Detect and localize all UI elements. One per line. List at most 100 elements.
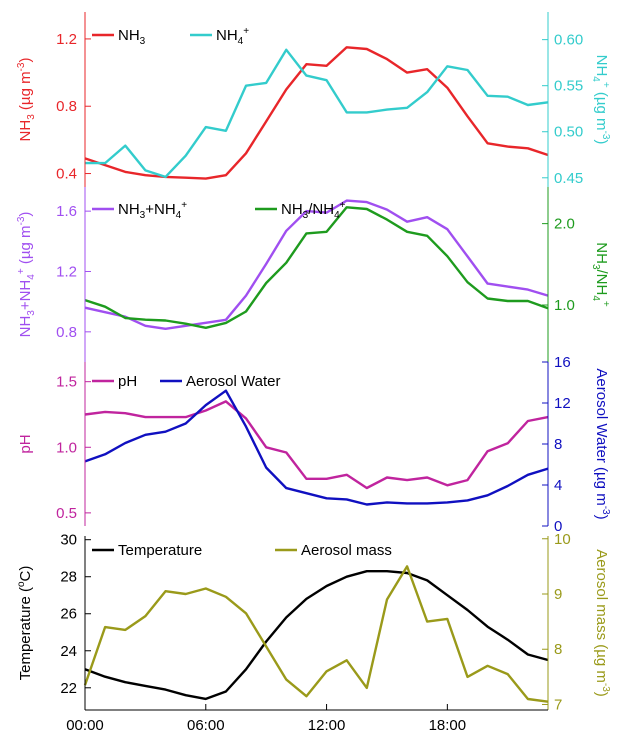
- legend-label: NH4+: [216, 26, 249, 47]
- left-axis-title-part: +: [16, 268, 27, 274]
- x-tick-label: 06:00: [187, 717, 225, 732]
- left-axis-title-part: 3: [26, 310, 37, 316]
- left-axis-title-part: Temperature (: [17, 587, 34, 680]
- legend-label: NH3: [118, 27, 146, 47]
- left-tick-label: 22: [60, 680, 77, 697]
- series-line-2: [84, 389, 549, 506]
- left-axis-title-part: +NH: [17, 280, 34, 310]
- left-axis-title-part: C): [17, 566, 34, 582]
- left-tick-label: 1.5: [56, 374, 77, 391]
- right-tick-label: 0.55: [554, 78, 583, 95]
- right-tick-label: 10: [554, 531, 571, 548]
- legend-label-part: +NH: [145, 201, 175, 218]
- right-axis-title: NH3/NH4+: [590, 242, 611, 307]
- left-axis-title-part: ): [17, 212, 34, 217]
- left-tick-label: 0.8: [56, 98, 77, 115]
- right-tick-label: 8: [554, 436, 562, 453]
- legend-label-part: NH: [118, 201, 140, 218]
- left-axis-title: pH: [17, 434, 34, 453]
- series-line-2: [84, 206, 549, 329]
- legend-label-part: NH: [216, 27, 238, 44]
- right-axis-title-part: -3: [600, 506, 611, 515]
- x-tick-label: 12:00: [308, 717, 346, 732]
- right-tick-label: 2.0: [554, 216, 575, 233]
- legend-label-part: 4: [334, 210, 340, 221]
- legend-label: Aerosol Water: [186, 373, 280, 390]
- right-axis-title-part: -3: [600, 683, 611, 692]
- legend-label: Aerosol mass: [301, 542, 392, 559]
- left-axis-title-part: NH: [17, 120, 34, 142]
- right-axis-title-part: Aerosol Water (µg m: [593, 368, 610, 505]
- left-axis-title-part: 4: [26, 274, 37, 280]
- legend-label: NH3/NH4+: [281, 200, 346, 221]
- right-axis-title: Aerosol Water (µg m-3): [593, 368, 611, 519]
- right-axis-title-part: NH: [593, 242, 610, 264]
- right-tick-label: 0.60: [554, 32, 583, 49]
- right-axis-title-part: /NH: [593, 269, 610, 295]
- left-tick-label: 1.2: [56, 263, 77, 280]
- left-axis-title: NH3+NH4+ (µg m-3): [16, 212, 37, 338]
- series-line-1: [84, 400, 549, 490]
- left-tick-label: 28: [60, 569, 77, 586]
- legend-label-part: +: [340, 200, 346, 211]
- right-axis-title-part: 4: [590, 295, 601, 301]
- left-tick-label: 0.8: [56, 324, 77, 341]
- left-tick-label: 0.5: [56, 505, 77, 522]
- right-tick-label: 4: [554, 477, 562, 494]
- right-axis-title-part: ): [593, 515, 610, 520]
- left-axis-title-part: (µg m: [17, 226, 34, 269]
- left-tick-label: 1.6: [56, 203, 77, 220]
- left-tick-label: 0.4: [56, 166, 77, 183]
- right-tick-label: 12: [554, 395, 571, 412]
- left-axis-title-part: o: [16, 581, 27, 587]
- right-axis-title-part: 4: [590, 76, 601, 82]
- right-tick-label: 0: [554, 518, 562, 535]
- legend-label: NH3+NH4+: [118, 200, 187, 221]
- right-axis-title-part: -3: [600, 130, 611, 139]
- left-axis-title-part: -3: [16, 62, 27, 71]
- right-axis-title: Aerosol mass (µg m-3): [593, 549, 611, 697]
- left-tick-label: 26: [60, 606, 77, 623]
- right-axis-title-part: NH: [593, 55, 610, 77]
- legend-label: Temperature: [118, 542, 202, 559]
- left-axis-title-part: NH: [17, 316, 34, 338]
- legend-label-part: Temperature: [118, 542, 202, 559]
- right-tick-label: 8: [554, 641, 562, 658]
- legend-label-part: pH: [118, 373, 137, 390]
- left-axis-title-part: (µg m: [17, 71, 34, 114]
- right-tick-label: 1.0: [554, 297, 575, 314]
- chart-panel-3: 0.5 1.0 1.5 0 4 8 12 16 pH Aerosol Water (µg m-3)…: [17, 354, 611, 535]
- series-line-2: [85, 48, 549, 179]
- left-axis-title: Temperature (oC): [16, 566, 34, 681]
- legend-label-part: +: [243, 26, 249, 37]
- left-tick-label: 1.0: [56, 439, 77, 456]
- legend-label-part: 4: [238, 36, 244, 47]
- right-tick-label: 7: [554, 696, 562, 713]
- left-tick-label: 30: [60, 532, 77, 549]
- legend-label-part: /NH: [308, 201, 334, 218]
- right-tick-label: 0.45: [554, 170, 583, 187]
- legend-label-part: 3: [140, 210, 146, 221]
- legend-label: pH: [118, 373, 137, 390]
- x-tick-label: 00:00: [66, 717, 104, 732]
- right-tick-label: 0.50: [554, 124, 583, 141]
- right-axis-title-part: 3: [590, 264, 601, 270]
- right-axis-title: NH4+ (µg m-3): [590, 55, 611, 145]
- legend-label-part: NH: [281, 201, 303, 218]
- left-axis-title-part: -3: [16, 216, 27, 225]
- left-axis-title-part: pH: [17, 434, 34, 453]
- legend-label-part: Aerosol mass: [301, 542, 392, 559]
- right-axis-title-part: ): [593, 139, 610, 144]
- right-axis-title-part: Aerosol mass (µg m: [593, 549, 610, 683]
- left-tick-label: 1.2: [56, 31, 77, 48]
- left-tick-label: 24: [60, 643, 77, 660]
- series-line-1: [84, 46, 549, 180]
- left-axis-title-part: 3: [26, 114, 37, 120]
- series-line-1: [84, 199, 549, 330]
- series-line-1: [84, 570, 549, 701]
- legend-label-part: Aerosol Water: [186, 373, 280, 390]
- right-axis-title-part: (µg m: [593, 88, 610, 131]
- x-tick-label: 18:00: [429, 717, 467, 732]
